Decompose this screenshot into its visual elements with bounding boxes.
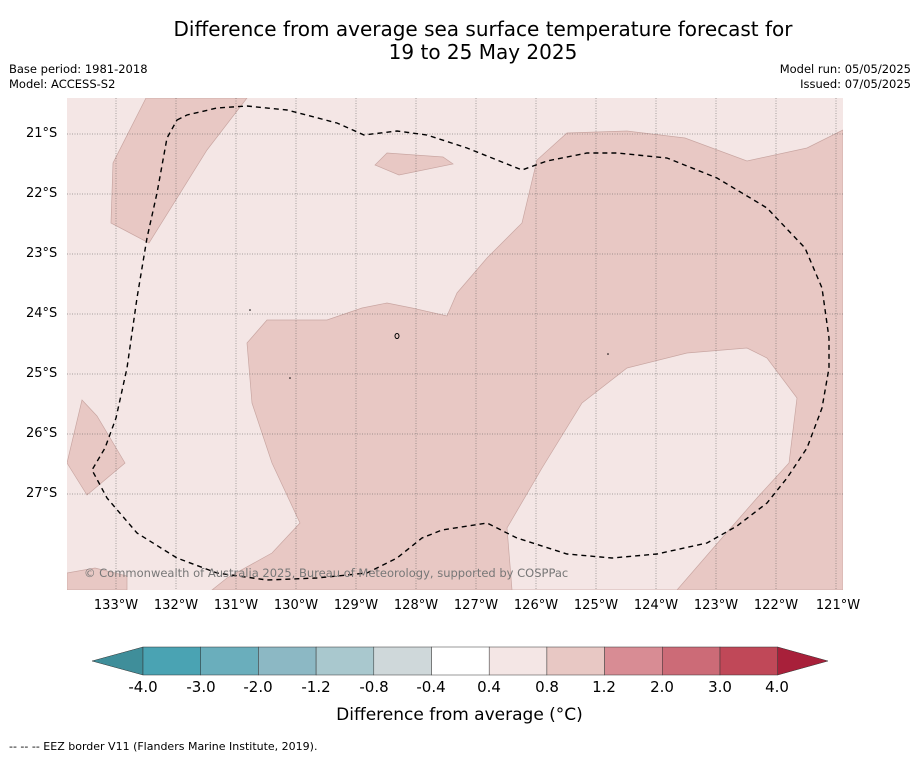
colorbar-tick: -3.0: [186, 678, 216, 696]
warm-region-small: [374, 152, 454, 176]
eez-border: [91, 105, 830, 581]
lon-label-130w: 130°W: [273, 598, 319, 613]
lon-label-131w: 131°W: [213, 598, 259, 613]
colorbar-segment: [604, 646, 663, 676]
colorbar-tick: 4.0: [765, 678, 789, 696]
colorbar-tick: -0.8: [359, 678, 389, 696]
chart-title: Difference from average sea surface temp…: [0, 18, 919, 64]
colorbar-segment: [315, 646, 375, 676]
lon-label-123w: 123°W: [693, 598, 739, 613]
colorbar-segment: [546, 646, 605, 676]
copyright-notice: © Commonwealth of Australia 2025, Bureau…: [84, 566, 569, 580]
lat-label-22s: 22°S: [26, 186, 58, 201]
colorbar-tick: 2.0: [650, 678, 674, 696]
colorbar-segment: [142, 646, 201, 676]
sst-anomaly-map: [67, 98, 843, 590]
colorbar-tick: -4.0: [128, 678, 158, 696]
lon-label-124w: 124°W: [633, 598, 679, 613]
colorbar-tick: 3.0: [708, 678, 732, 696]
base-period: Base period: 1981-2018: [9, 62, 148, 76]
lon-label-129w: 129°W: [333, 598, 379, 613]
colorbar-tick: -1.2: [301, 678, 331, 696]
lon-label-133w: 133°W: [93, 598, 139, 613]
lon-label-132w: 132°W: [153, 598, 199, 613]
lon-label-125w: 125°W: [573, 598, 619, 613]
title-line-1: Difference from average sea surface temp…: [173, 17, 793, 41]
lat-label-21s: 21°S: [26, 126, 58, 141]
speck-marker: [607, 353, 609, 355]
lon-label-121w: 121°W: [815, 598, 861, 613]
speck-marker: [289, 377, 291, 379]
lat-label-23s: 23°S: [26, 246, 58, 261]
lat-label-26s: 26°S: [26, 426, 58, 441]
colorbar-segment: [373, 646, 432, 676]
colorbar-extend-high: [777, 646, 829, 676]
warm-region-southwest: [67, 567, 128, 590]
colorbar-segment: [662, 646, 721, 676]
colorbar-segment: [431, 646, 490, 676]
lon-label-127w: 127°W: [453, 598, 499, 613]
colorbar: [91, 646, 829, 676]
colorbar-segment: [719, 646, 778, 676]
lon-label-126w: 126°W: [513, 598, 559, 613]
meta-right: Model run: 05/05/2025 Issued: 07/05/2025: [780, 62, 911, 92]
colorbar-segment: [258, 646, 317, 676]
issued-date: Issued: 07/05/2025: [800, 77, 911, 91]
footer-note: -- -- -- EEZ border V11 (Flanders Marine…: [9, 740, 318, 753]
colorbar-label: Difference from average (°C): [336, 705, 583, 725]
title-line-2: 19 to 25 May 2025: [388, 40, 578, 64]
colorbar-tick: -2.0: [243, 678, 273, 696]
colorbar-segment: [200, 646, 259, 676]
model-name: Model: ACCESS-S2: [9, 77, 116, 91]
lat-label-27s: 27°S: [26, 486, 58, 501]
model-run: Model run: 05/05/2025: [779, 62, 911, 76]
colorbar-segment: [488, 646, 548, 676]
lat-label-25s: 25°S: [26, 366, 58, 381]
lon-label-122w: 122°W: [753, 598, 799, 613]
colorbar-tick: 0.4: [477, 678, 501, 696]
colorbar-tick: 0.8: [535, 678, 559, 696]
warm-region-west: [67, 399, 126, 496]
warm-region-main: [211, 129, 843, 590]
colorbar-extend-low: [91, 646, 144, 676]
speck-marker: [249, 309, 251, 311]
lat-label-24s: 24°S: [26, 306, 58, 321]
lon-label-128w: 128°W: [393, 598, 439, 613]
meta-left: Base period: 1981-2018 Model: ACCESS-S2: [9, 62, 148, 92]
island-marker: [394, 333, 400, 339]
colorbar-tick: -0.4: [416, 678, 446, 696]
colorbar-tick: 1.2: [592, 678, 616, 696]
